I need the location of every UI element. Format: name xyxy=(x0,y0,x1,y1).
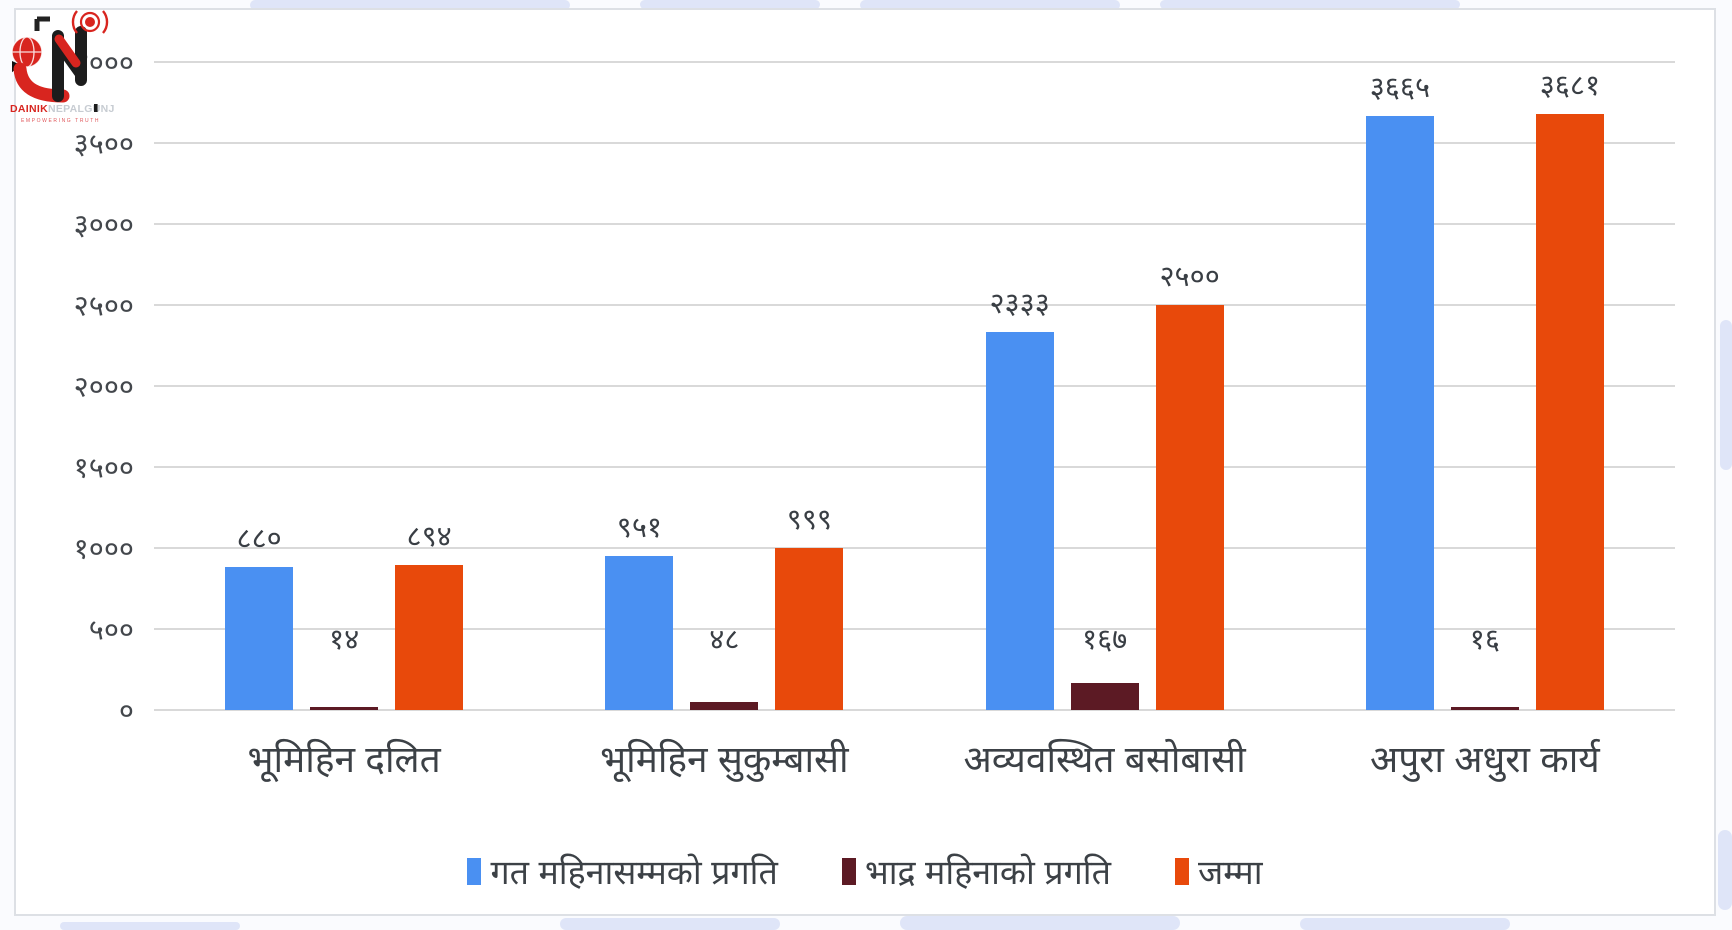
gridline-4000 xyxy=(154,61,1675,63)
bar-slot-s2-c1: १४ xyxy=(310,62,379,710)
data-label: ३६८१ xyxy=(1539,69,1601,102)
bar-slot-s3-c1: ८९४ xyxy=(395,62,464,710)
bar-slot-s3-c4: ३६८१ xyxy=(1535,62,1604,710)
data-label: ८९४ xyxy=(406,521,452,554)
background-blob xyxy=(560,918,780,930)
bar-group-1: ८८० १४ ८९४ xyxy=(154,62,534,710)
background-blob xyxy=(860,0,1120,10)
background-blob xyxy=(900,916,1180,930)
bar-slot-s1-c2: ९५१ xyxy=(605,62,674,710)
data-label: ३६६५ xyxy=(1369,72,1431,105)
bar-भाद्र महिनाको प्रगति-अपुरा अधुरा कार्य xyxy=(1450,707,1519,710)
data-label: ८८० xyxy=(236,523,282,556)
logo-bracket xyxy=(34,16,50,31)
bar-group-2: ९५१ ४८ ९९९ xyxy=(534,62,914,710)
gridline-2000 xyxy=(154,385,1675,387)
gridline-3500 xyxy=(154,142,1675,144)
y-axis-tick-500: ५०० xyxy=(88,614,134,647)
data-label: ९९९ xyxy=(786,504,832,537)
bar-chart-plot: ० ५०० १००० १५०० २००० २५०० ३००० ३५०० ४००० ८८० १४ ८९४… xyxy=(74,48,1675,728)
legend-label: भाद्र महिनाको प्रगति xyxy=(864,854,1111,892)
y-axis-tick-2500: २५०० xyxy=(73,290,134,323)
logo-n-monogram xyxy=(52,26,87,102)
chart-card: ० ५०० १००० १५०० २००० २५०० ३००० ३५०० ४००० ८८० १४ ८९४… xyxy=(14,8,1716,916)
bar-गत महिनासम्मको प्रगति-भूमिहिन सुकुम्बासी xyxy=(605,555,674,710)
x-axis-label-4: अपुरा अधुरा कार्य xyxy=(1369,739,1600,780)
legend-swatch xyxy=(841,857,856,885)
background-blob xyxy=(1300,918,1510,930)
legend-label: जम्मा xyxy=(1197,854,1263,892)
gridline-0 xyxy=(154,709,1675,711)
y-axis-tick-2000: २००० xyxy=(73,371,134,404)
bar-slot-s3-c2: ९९९ xyxy=(775,62,844,710)
bar-जम्मा-अपुरा अधुरा कार्य xyxy=(1535,113,1604,710)
background-blob xyxy=(1718,830,1732,910)
background-blob xyxy=(60,922,240,930)
bar-slot-s1-c1: ८८० xyxy=(225,62,294,710)
bar-slot-s1-c3: २३३३ xyxy=(985,62,1054,710)
y-axis-tick-1000: १००० xyxy=(73,533,134,566)
gridline-1500 xyxy=(154,466,1675,468)
legend-swatch xyxy=(1174,857,1189,885)
bar-जम्मा-भूमिहिन दलित xyxy=(395,565,464,710)
logo-wordmark: DAINIKNEPALGUNJ xyxy=(10,103,115,115)
logo-tagline: EMPOWERING TRUTH xyxy=(21,118,100,124)
chart-legend: गत महिनासम्मको प्रगति भाद्र महिनाको प्रगत… xyxy=(16,848,1714,894)
y-axis-tick-3000: ३००० xyxy=(73,209,134,242)
data-label: १६ xyxy=(1469,624,1500,656)
bar-गत महिनासम्मको प्रगति-अपुरा अधुरा कार्य xyxy=(1365,116,1434,710)
bar-group-4: ३६६५ १६ ३६८१ xyxy=(1295,62,1675,710)
background-blob xyxy=(640,0,820,9)
bar-जम्मा-अव्यवस्थित बसोबासी xyxy=(1155,305,1224,710)
dainik-nepalgunj-logo: DAINIKNEPALGUNJ EMPOWERING TRUTH xyxy=(10,10,115,124)
bar-गत महिनासम्मको प्रगति-भूमिहिन दलित xyxy=(225,567,294,710)
bar-slot-s2-c3: १६७ xyxy=(1070,62,1139,710)
bar-जम्मा-भूमिहिन सुकुम्बासी xyxy=(775,548,844,710)
gridline-500 xyxy=(154,628,1675,630)
data-label: २३३३ xyxy=(989,288,1050,321)
bar-गत महिनासम्मको प्रगति-अव्यवस्थित बसोबासी xyxy=(985,332,1054,710)
data-label: १४ xyxy=(329,624,360,656)
bar-slot-s2-c4: १६ xyxy=(1450,62,1519,710)
legend-swatch xyxy=(467,857,482,885)
bar-भाद्र महिनाको प्रगति-अव्यवस्थित बसोबासी xyxy=(1070,682,1139,710)
data-label: २५०० xyxy=(1159,261,1220,293)
gridline-2500 xyxy=(154,304,1675,306)
bar-slot-s3-c3: २५०० xyxy=(1155,62,1224,710)
data-label: ४८ xyxy=(709,624,740,656)
x-axis-label-1: भूमिहिन दलित xyxy=(247,739,441,780)
bar-group-3: २३३३ १६७ २५०० xyxy=(915,62,1295,710)
legend-item-2: भाद्र महिनाको प्रगति xyxy=(841,848,1111,894)
bar-groups: ८८० १४ ८९४ ९५१ ४८ ९९९ २३३३ १६७ २५०० ३६६५ १६ ३६८१ xyxy=(154,62,1675,710)
y-axis-tick-0: ० xyxy=(118,695,134,728)
y-axis-tick-1500: १५०० xyxy=(73,452,134,485)
logo-radio-signal-icon xyxy=(71,10,109,34)
x-axis-label-2: भूमिहिन सुकुम्बासी xyxy=(600,739,849,780)
legend-label: गत महिनासम्मको प्रगति xyxy=(490,854,778,892)
x-axis-label-3: अव्यवस्थित बसोबासी xyxy=(963,739,1246,780)
data-label: १६७ xyxy=(1082,624,1128,656)
gridline-3000 xyxy=(154,223,1675,225)
bar-भाद्र महिनाको प्रगति-भूमिहिन दलित xyxy=(310,707,379,710)
background-blob xyxy=(250,0,570,10)
bar-भाद्र महिनाको प्रगति-भूमिहिन सुकुम्बासी xyxy=(690,702,759,710)
legend-item-1: गत महिनासम्मको प्रगति xyxy=(467,848,778,894)
x-axis-labels: भूमिहिन दलित भूमिहिन सुकुम्बासी अव्यवस्थित… xyxy=(154,732,1675,783)
legend-item-3: जम्मा xyxy=(1174,848,1263,894)
data-label: ९५१ xyxy=(616,511,662,544)
gridline-1000 xyxy=(154,547,1675,549)
y-axis-tick-3500: ३५०० xyxy=(73,128,134,161)
bar-slot-s1-c4: ३६६५ xyxy=(1365,62,1434,710)
bar-slot-s2-c2: ४८ xyxy=(690,62,759,710)
background-blob xyxy=(1160,0,1460,9)
logo-wordmark-dot xyxy=(94,104,98,112)
background-blob xyxy=(1720,320,1732,470)
